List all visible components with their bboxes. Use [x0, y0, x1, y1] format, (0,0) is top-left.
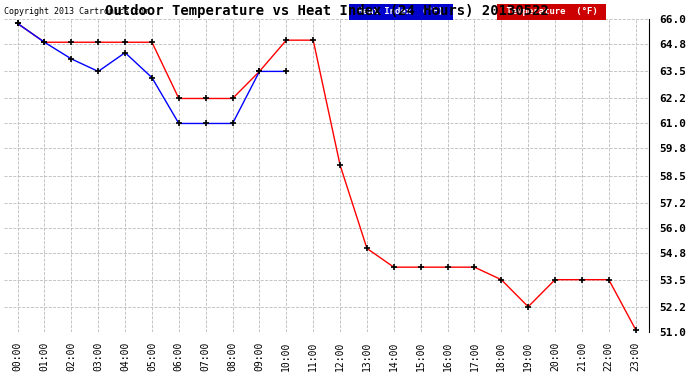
Text: Temperature  (°F): Temperature (°F) — [501, 7, 603, 16]
Text: Heat Index  (°F): Heat Index (°F) — [353, 7, 449, 16]
Title: Outdoor Temperature vs Heat Index (24 Hours) 20130522: Outdoor Temperature vs Heat Index (24 Ho… — [105, 4, 549, 18]
Text: Copyright 2013 Cartronics.com: Copyright 2013 Cartronics.com — [4, 7, 149, 16]
